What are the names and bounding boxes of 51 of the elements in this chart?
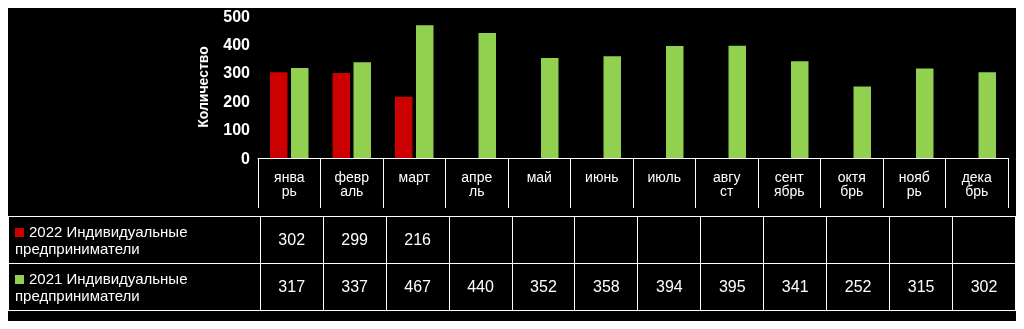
- bar: [395, 96, 413, 158]
- x-tick-label: июль: [647, 169, 681, 185]
- x-tick-label: январь: [274, 169, 305, 199]
- data-label: 352: [512, 263, 575, 311]
- data-label: 341: [763, 263, 827, 311]
- data-label: 317: [260, 263, 324, 311]
- y-tick-label: 400: [223, 35, 251, 53]
- bar: [270, 72, 288, 158]
- y-tick-label: 100: [223, 121, 251, 139]
- x-tick-label: декабрь: [961, 169, 993, 199]
- y-tick-label: 0: [241, 149, 251, 167]
- bar: [541, 58, 559, 158]
- x-tick-label: апрель: [461, 169, 493, 199]
- bar: [291, 67, 309, 158]
- data-label: 358: [574, 263, 638, 311]
- y-axis-title: Количество: [195, 46, 211, 128]
- bar: [853, 86, 871, 158]
- data-label: 299: [323, 216, 387, 264]
- bar: [603, 56, 621, 158]
- legend-label: 2022 Индивидуальные предприниматели: [15, 223, 188, 257]
- x-tick-label: август: [713, 169, 741, 199]
- data-label: 395: [700, 263, 764, 311]
- x-tick-label: февраль: [334, 169, 370, 199]
- data-label: 467: [386, 263, 450, 311]
- bar: [416, 25, 434, 158]
- legend-label: 2021 Индивидуальные предприниматели: [15, 270, 188, 304]
- bar: [332, 73, 350, 158]
- bar: [728, 45, 746, 158]
- data-label: 315: [889, 263, 953, 311]
- x-tick-label: июнь: [585, 169, 619, 185]
- data-label: 302: [952, 263, 1016, 311]
- bar: [791, 61, 809, 158]
- x-tick-label: март: [398, 169, 431, 185]
- bar: [666, 46, 684, 158]
- x-tick-label: октябрь: [837, 169, 866, 199]
- bar: [353, 62, 371, 158]
- data-label: 394: [637, 263, 701, 311]
- x-tick-label: ноябрь: [898, 169, 930, 199]
- data-label: 337: [323, 263, 387, 311]
- data-label: 252: [826, 263, 890, 311]
- data-label: 440: [449, 263, 512, 311]
- y-tick-label: 200: [223, 92, 251, 110]
- bar: [916, 68, 934, 158]
- x-tick-label: май: [526, 169, 552, 185]
- data-label: 302: [260, 216, 324, 264]
- y-tick-label: 300: [223, 64, 251, 82]
- x-tick-label: сентябрь: [773, 169, 805, 199]
- bar: [478, 33, 496, 158]
- y-tick-label: 500: [223, 7, 251, 25]
- data-label: 216: [386, 216, 450, 264]
- bar: [978, 72, 996, 158]
